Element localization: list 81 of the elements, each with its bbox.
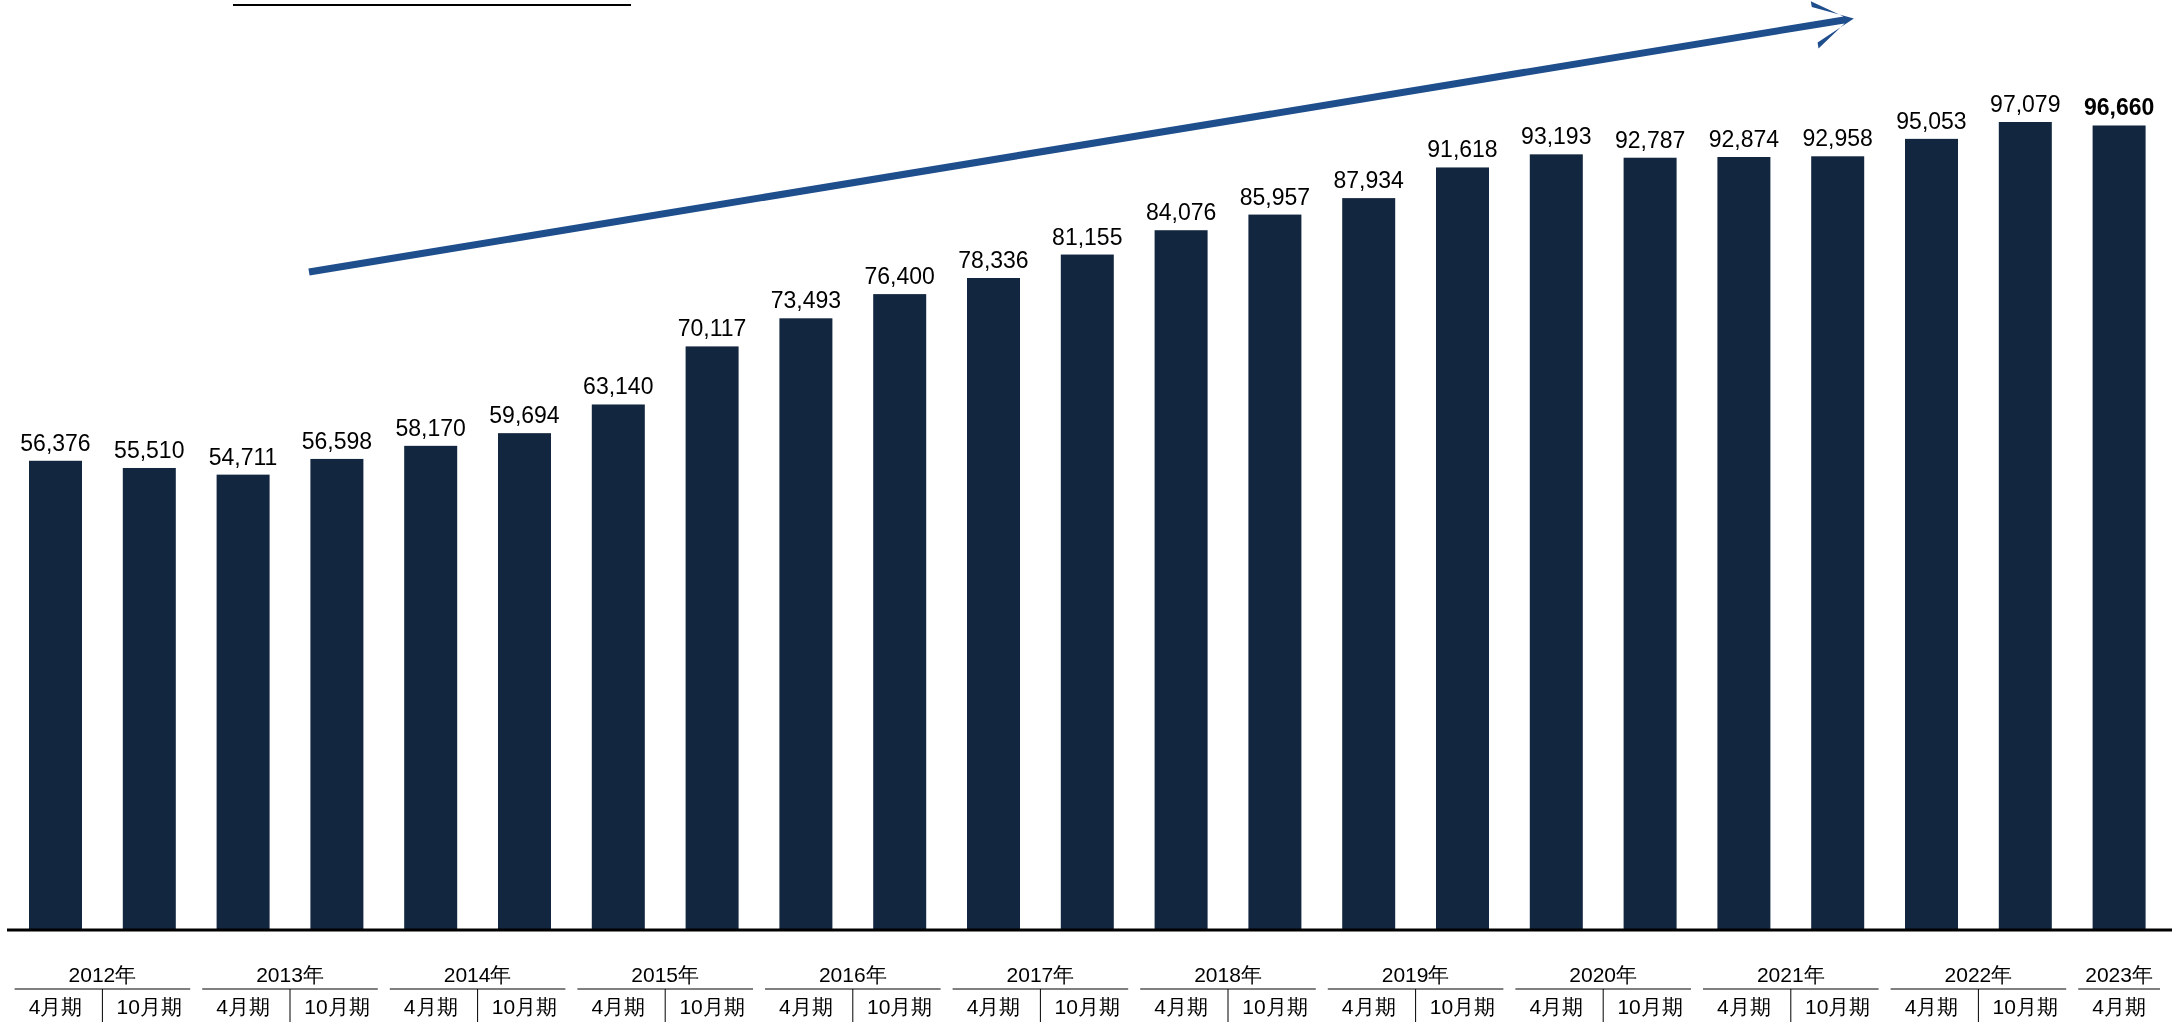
- bar: [310, 458, 364, 930]
- text: 2019年: [1381, 963, 1450, 986]
- text: 2021年: [1756, 963, 1825, 986]
- x-tick-label: 10月期: [1992, 995, 2058, 1018]
- data-label: 56,598: [301, 427, 373, 454]
- data-label: 73,493: [770, 287, 842, 314]
- bar: [122, 467, 176, 930]
- bar: [1060, 254, 1114, 930]
- x-tick-label: 4月期: [403, 995, 458, 1018]
- x-tick-label: 4月期: [1154, 995, 1208, 1018]
- data-label: 56,376: [20, 429, 91, 456]
- bar: [1811, 156, 1865, 930]
- bar: [1154, 230, 1208, 930]
- x-tick-label: 10月期: [116, 995, 182, 1018]
- data-label: 87,934: [1333, 167, 1405, 194]
- data-label: 85,957: [1239, 183, 1311, 210]
- data-label: 70,117: [677, 315, 747, 342]
- bar: [873, 294, 927, 930]
- bar: [404, 445, 458, 930]
- text: 2023年: [2085, 963, 2153, 986]
- x-tick-label: 4月期: [1341, 995, 1396, 1018]
- data-label: 54,711: [208, 443, 278, 470]
- data-label: 58,170: [395, 414, 466, 441]
- x-tick-label: 10月期: [1242, 995, 1308, 1018]
- data-label: 95,053: [1896, 107, 1967, 134]
- bar: [2092, 125, 2146, 930]
- data-label: 76,400: [864, 263, 935, 290]
- bar: [1248, 214, 1302, 930]
- data-label: 81,155: [1052, 223, 1123, 250]
- data-label: 92,874: [1708, 126, 1780, 152]
- x-tick-label: 10月期: [1805, 995, 1871, 1018]
- text: 2016年: [818, 963, 887, 986]
- data-label: 55,510: [114, 436, 185, 463]
- text: 2022年: [1944, 963, 2013, 986]
- x-tick-label: 10月期: [1617, 995, 1683, 1018]
- x-tick-label: 10月期: [1429, 995, 1496, 1018]
- data-label: 59,694: [489, 402, 560, 429]
- x-tick-label: 4月期: [779, 995, 833, 1018]
- bar: [1342, 198, 1396, 930]
- x-tick-label: 4月期: [28, 995, 83, 1018]
- bar: [1717, 157, 1771, 930]
- x-tick-label: 4月期: [1904, 995, 1959, 1018]
- bar: [498, 433, 551, 930]
- bar: [779, 318, 833, 930]
- data-label: 91,618: [1427, 136, 1498, 163]
- x-tick-label: 4月期: [1529, 995, 1584, 1018]
- x-tick-label: 10月期: [1054, 995, 1120, 1018]
- x-tick-label: 10月期: [304, 995, 370, 1018]
- bar: [591, 404, 645, 930]
- text: 2020年: [1569, 963, 1638, 986]
- text: 2012年: [68, 963, 137, 986]
- data-label: 84,076: [1145, 199, 1217, 226]
- x-tick-label: 10月期: [867, 995, 933, 1018]
- text: 2014年: [443, 963, 512, 986]
- data-label: 96,660: [2083, 94, 2155, 121]
- bar: [1905, 138, 1958, 930]
- data-label: 92,958: [1802, 125, 1873, 152]
- bar: [685, 346, 739, 930]
- data-label: 97,079: [1990, 91, 2061, 117]
- data-label: 93,193: [1521, 123, 1592, 150]
- x-tick-label: 4月期: [591, 995, 646, 1018]
- data-label: 63,140: [583, 373, 654, 400]
- bar: [1436, 167, 1489, 930]
- bar: [1998, 122, 2052, 930]
- x-tick-label: 10月期: [491, 995, 558, 1018]
- bar: [1529, 154, 1583, 930]
- x-tick-label: 10月期: [679, 995, 745, 1018]
- bar: [1623, 157, 1677, 930]
- x-tick-label: 4月期: [966, 995, 1021, 1018]
- text: 2018年: [1194, 963, 1262, 986]
- x-tick-label: 4月期: [1717, 995, 1771, 1018]
- bar: [967, 278, 1020, 930]
- bar: [216, 474, 270, 930]
- text: 2013年: [256, 963, 324, 986]
- data-label: 92,787: [1614, 126, 1686, 153]
- text: 2015年: [631, 963, 700, 986]
- x-tick-label: 4月期: [216, 995, 270, 1018]
- bar: [29, 460, 82, 930]
- text: 2017年: [1006, 963, 1075, 986]
- x-tick-label: 4月期: [2092, 995, 2146, 1018]
- data-label: 78,336: [958, 247, 1029, 273]
